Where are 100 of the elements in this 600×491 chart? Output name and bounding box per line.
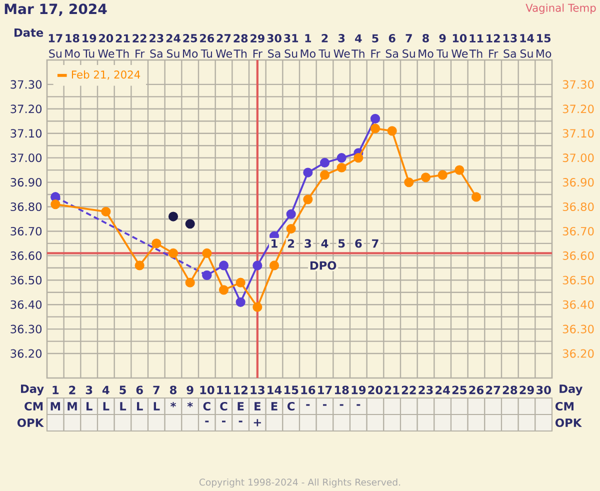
- y-tick-label: 36.30: [10, 324, 42, 334]
- y2-tick-label: 37.20: [562, 104, 594, 114]
- text: E: [271, 402, 278, 410]
- annotation: 4: [321, 239, 328, 248]
- x-tick-label: 10: [200, 386, 214, 394]
- x-tick-label: 1: [52, 386, 59, 394]
- text: -: [205, 420, 209, 422]
- text: L: [154, 402, 160, 410]
- x-tick-label: 7: [153, 386, 160, 394]
- x2-tick-label: 10 We: [452, 34, 468, 58]
- x2-tick-label: 12 Fr: [486, 34, 500, 58]
- legend-label: Feb 21, 2024: [72, 70, 140, 80]
- x2-tick-label: 18 Mo: [65, 34, 80, 58]
- text: M: [68, 402, 77, 410]
- annotation: 6: [355, 239, 362, 248]
- y-tick-label: OPK: [17, 418, 44, 428]
- x2-tick-label: 31 Su: [284, 34, 298, 58]
- annotation: 1: [272, 239, 278, 248]
- y2-tick-label: 37.30: [562, 80, 594, 89]
- x2-tick-label: 2 Tu: [318, 34, 330, 58]
- x-tick-label: 5: [120, 386, 126, 394]
- x-tick-label: 30: [536, 386, 551, 394]
- x2-tick-label: 30 Sa: [267, 34, 282, 58]
- x2-tick-label: 4 Th: [351, 34, 364, 58]
- y-tick-label: 36.80: [10, 202, 42, 212]
- x-tick-label: 28: [502, 386, 518, 394]
- x-tick-label: 22: [402, 386, 416, 394]
- x-tick-label: 19: [352, 386, 366, 394]
- text: C: [220, 402, 228, 411]
- y2-tick-label: 36.90: [562, 178, 594, 187]
- x-tick-label: 3: [86, 386, 92, 394]
- annotation: 7: [372, 239, 378, 248]
- text: Copyright 1998-2024 - All Rights Reserved.: [199, 478, 400, 488]
- x2-tick-label: 28 Th: [234, 34, 248, 58]
- text: -: [356, 404, 360, 406]
- y2-tick-label: 36.30: [562, 324, 594, 334]
- x2-tick-label: 5 Fr: [371, 34, 380, 58]
- y-tick-label: 37.10: [10, 129, 42, 138]
- x-tick-label: 14: [268, 386, 282, 394]
- text: Mar 17, 2024: [4, 4, 107, 16]
- x2-tick-label: 25 Mo: [183, 34, 198, 58]
- text: -: [323, 404, 326, 406]
- x2-tick-label: 11 Th: [469, 34, 484, 58]
- x-tick-label: 6: [136, 386, 143, 394]
- x2-tick-label: 19 Tu: [82, 34, 96, 58]
- x2-tick-label: 27 We: [216, 34, 232, 58]
- x2-tick-label: 14 Su: [520, 34, 534, 58]
- x-tick-label: 29: [520, 386, 534, 394]
- y-tick-label: 36.20: [10, 349, 42, 358]
- text: -: [222, 420, 226, 422]
- x2-tick-label: 15 Mo: [536, 34, 552, 58]
- x2-tick-label: 7 Su: [402, 34, 415, 58]
- x2-tick-label: 17 Su: [48, 34, 62, 58]
- y2-tick-label: 37.10: [562, 129, 594, 138]
- x-tick-label: 9: [186, 386, 194, 394]
- x2-tick-label: 26 Tu: [200, 34, 214, 58]
- x-tick-label: 15: [284, 386, 298, 394]
- text: L: [86, 402, 92, 410]
- annotation: 5: [338, 239, 345, 248]
- y-tick-label: 37.30: [10, 80, 42, 89]
- x-tick-label: 18: [334, 386, 349, 394]
- x2-tick-label: 21 Th: [116, 34, 130, 58]
- text: Vaginal Temp: [526, 4, 596, 14]
- y2-tick-label: 36.50: [562, 276, 594, 284]
- text: L: [137, 402, 143, 410]
- x2-tick-label: 1 Mo: [300, 34, 316, 58]
- text: *: [187, 402, 193, 408]
- y2-tick-label: CM: [555, 402, 574, 411]
- text: E: [238, 402, 244, 410]
- annotation: 2: [288, 239, 294, 248]
- y-tick-label: 36.90: [10, 178, 42, 187]
- x2-tick-label: 13 Sa: [503, 34, 517, 58]
- text: M: [50, 402, 60, 410]
- y-tick-label: 36.70: [10, 226, 42, 236]
- y-tick-label: 36.60: [10, 251, 42, 260]
- text: E: [254, 402, 260, 410]
- x2-tick-label: 23 Sa: [150, 34, 164, 58]
- text: +: [254, 419, 261, 426]
- y2-tick-label: 36.60: [562, 251, 594, 260]
- y2-tick-label: 37.00: [562, 154, 594, 162]
- x-tick-label: 20: [368, 386, 383, 394]
- x-tick-label: 12: [234, 386, 248, 394]
- y2-tick-label: OPK: [555, 418, 582, 428]
- y2-tick-label: 36.70: [562, 226, 594, 236]
- x-tick-label: 24: [436, 386, 450, 394]
- x-tick-label: 8: [170, 386, 177, 394]
- y2-tick-label: 36.80: [562, 202, 594, 212]
- x-tick-label: 2: [69, 386, 76, 394]
- x-tick-label: 11: [217, 386, 231, 394]
- x-tick-label: 17: [318, 386, 332, 394]
- y-tick-label: 36.50: [10, 276, 42, 284]
- x-tick-label: 25: [452, 386, 467, 394]
- x-axis-title: Day: [21, 384, 44, 396]
- x2-tick-label: 29 Fr: [250, 34, 264, 58]
- annotation: DPO: [310, 261, 336, 270]
- text: -: [238, 420, 242, 422]
- text: *: [170, 402, 176, 408]
- text: L: [103, 402, 110, 410]
- x2-tick-label: 20 We: [98, 34, 114, 58]
- y-tick-label: 36.40: [10, 300, 42, 309]
